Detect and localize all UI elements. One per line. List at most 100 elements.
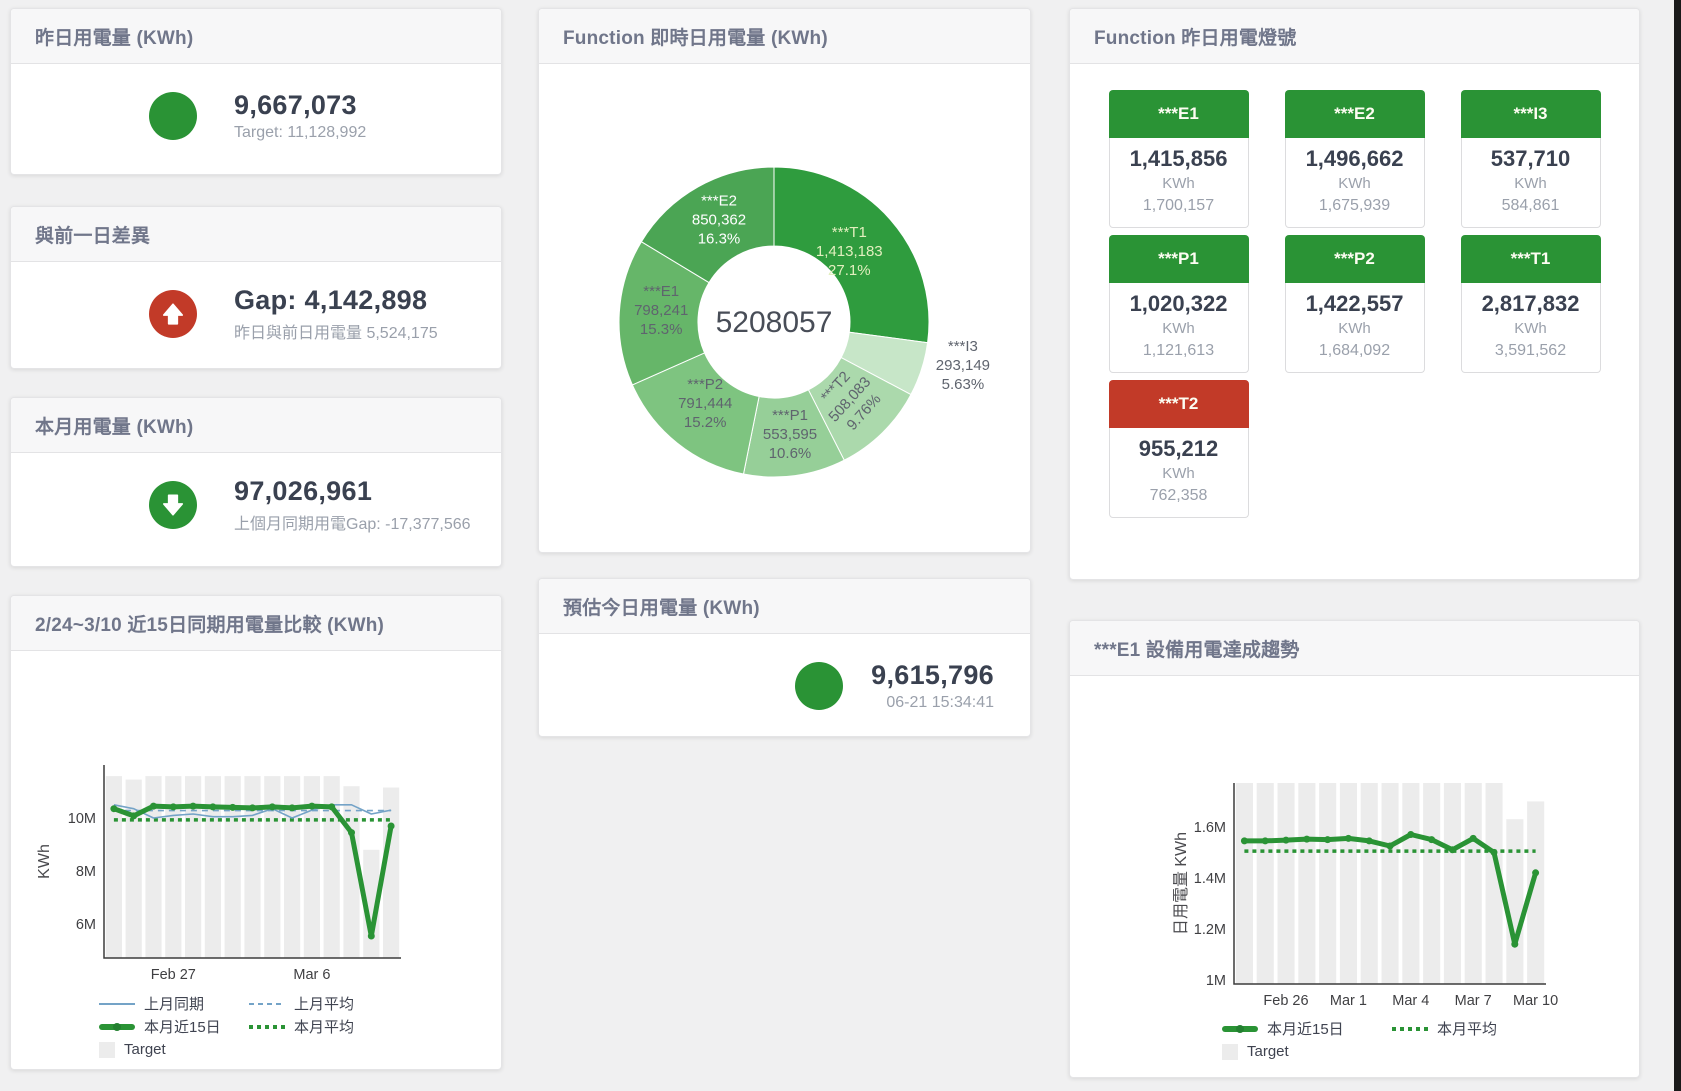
light-tile-1: ***E1 1,415,856 KWh 1,700,157 (1108, 90, 1249, 228)
panel-header: 預估今日用電量 (KWh) (539, 579, 1030, 634)
legend-label: 本月平均 (294, 1019, 355, 1036)
svg-text:6M: 6M (76, 917, 96, 933)
tile-status-header: ***E1 (1108, 90, 1249, 138)
svg-text:KWh: KWh (36, 844, 53, 879)
panel-title[interactable]: 本月用電量 (KWh) (35, 416, 194, 438)
tile-unit: KWh (1514, 320, 1547, 337)
realtime-usage-donut-chart[interactable]: ***T1 1,413,183 27.1%***I3 293,149 5.63%***T… (539, 64, 1032, 553)
panel-month-usage: 本月用電量 (KWh) 97,026,961 上個月同期用電Gap: -17,3… (10, 397, 502, 567)
box-gray-swatch-icon (1222, 1043, 1238, 1060)
legend-item[interactable]: Target (1222, 1043, 1392, 1060)
svg-text:1.4M: 1.4M (1194, 871, 1226, 887)
arrow-up-circle-icon (149, 290, 197, 338)
month-usage-value: 97,026,961 (234, 476, 373, 506)
svg-text:Mar 4: Mar 4 (1392, 993, 1429, 1009)
panel-realtime-donut: Function 即時日用電量 (KWh) ***T1 1,413,183 27.1… (538, 8, 1031, 553)
panel-title[interactable]: 預估今日用電量 (KWh) (563, 597, 760, 619)
day-gap-value: Gap: 4,142,898 (234, 285, 428, 315)
panel-title[interactable]: Function 昨日用電燈號 (1094, 27, 1297, 49)
line-blue-swatch-icon (99, 1002, 135, 1005)
month-usage-gap: 上個月同期用電Gap: -17,377,566 (234, 516, 471, 533)
tile-status-header: ***T2 (1108, 380, 1249, 428)
tile-value: 1,496,662 (1305, 146, 1404, 171)
tile-target-value: 1,684,092 (1318, 342, 1391, 359)
compare-chart-legend: 上月同期 上月平均本月近15日 本月平均 Target (99, 992, 419, 1061)
legend-item[interactable]: 本月平均 (1392, 1018, 1562, 1039)
trend-chart-legend: 本月近15日 本月平均 Target (1222, 1017, 1562, 1063)
tile-body: 2,817,832 KWh 3,591,562 (1460, 283, 1601, 373)
legend-item[interactable]: 上月平均 (249, 993, 419, 1014)
tile-target-value: 762,358 (1149, 487, 1208, 504)
status-circle-icon (795, 662, 844, 710)
svg-text:Mar 1: Mar 1 (1330, 993, 1367, 1009)
estimate-timestamp: 06-21 15:34:41 (886, 694, 994, 711)
legend-item[interactable]: 本月近15日 (99, 1016, 249, 1037)
tile-status-header: ***E2 (1284, 90, 1425, 138)
panel-title[interactable]: ***E1 設備用電達成趨勢 (1094, 639, 1300, 661)
legend-label: 上月同期 (144, 996, 205, 1013)
legend-label: 本月近15日 (1267, 1021, 1344, 1038)
tile-body: 1,020,322 KWh 1,121,613 (1108, 283, 1249, 373)
lights-tile-grid: ***E1 1,415,856 KWh 1,700,157 ***E2 1,496,662… (1070, 64, 1639, 518)
arrow-down-icon (162, 494, 184, 516)
box-gray-swatch-icon (99, 1041, 115, 1058)
panel-estimate-today: 預估今日用電量 (KWh) 9,615,796 06-21 15:34:41 (538, 578, 1031, 737)
svg-text:Feb 26: Feb 26 (1263, 993, 1308, 1009)
light-tile-6: ***T1 2,817,832 KWh 3,591,562 (1460, 235, 1601, 373)
tile-status-header: ***T1 (1460, 235, 1601, 283)
panel-header: Function 昨日用電燈號 (1070, 9, 1639, 64)
e1-trend-line-bar-chart[interactable]: 1M 1.2M 1.4M 1.6M Feb 26 Mar 1 Mar 4 Mar 7 Mar 1… (1070, 676, 1641, 1011)
tile-body: 955,212 KWh 762,358 (1108, 428, 1249, 518)
dot-green-swatch-icon (249, 1024, 285, 1029)
svg-text:5208057: 5208057 (716, 306, 833, 339)
compare-line-bar-chart[interactable]: 6M 8M 10M Feb 27 Mar 6 KWh (11, 651, 503, 986)
legend-item[interactable]: Target (99, 1041, 249, 1058)
tile-status-header: ***I3 (1460, 90, 1601, 138)
legend-item[interactable]: 上月同期 (99, 993, 249, 1014)
light-tile-5: ***P2 1,422,557 KWh 1,684,092 (1284, 235, 1425, 373)
panel-day-gap: 與前一日差異 Gap: 4,142,898 昨日與前日用電量 5,524,175 (10, 206, 502, 369)
legend-label: Target (1247, 1043, 1289, 1060)
light-tile-2: ***E2 1,496,662 KWh 1,675,939 (1284, 90, 1425, 228)
tile-value: 955,212 (1138, 436, 1219, 461)
panel-header: Function 即時日用電量 (KWh) (539, 9, 1030, 64)
estimate-value: 9,615,796 (871, 660, 994, 690)
thick-green-swatch-icon (99, 1022, 135, 1031)
svg-text:1M: 1M (1206, 973, 1226, 989)
day-gap-subtitle: 昨日與前日用電量 5,524,175 (234, 325, 438, 342)
svg-text:1.6M: 1.6M (1194, 820, 1226, 836)
panel-header: 昨日用電量 (KWh) (11, 9, 501, 64)
panel-title[interactable]: 昨日用電量 (KWh) (35, 27, 194, 49)
dash-blue-swatch-icon (249, 1002, 285, 1005)
tile-target-value: 1,121,613 (1142, 342, 1215, 359)
panel-header: ***E1 設備用電達成趨勢 (1070, 621, 1639, 676)
panel-yesterday-lights: Function 昨日用電燈號 ***E1 1,415,856 KWh 1,700,1… (1069, 8, 1640, 580)
tile-target-value: 1,700,157 (1142, 197, 1215, 214)
scrollbar-track[interactable] (1674, 0, 1681, 1091)
tile-value: 1,415,856 (1129, 146, 1228, 171)
tile-value: 2,817,832 (1481, 291, 1580, 316)
svg-text:Mar 6: Mar 6 (293, 967, 330, 983)
tile-status-header: ***P1 (1108, 235, 1249, 283)
panel-title[interactable]: 與前一日差異 (35, 225, 151, 247)
tile-unit: KWh (1338, 320, 1371, 337)
legend-item[interactable]: 本月平均 (249, 1016, 419, 1037)
legend-item[interactable]: 本月近15日 (1222, 1018, 1392, 1039)
panel-header: 2/24~3/10 近15日同期用電量比較 (KWh) (11, 596, 501, 651)
tile-value: 1,422,557 (1305, 291, 1404, 316)
light-tile-4: ***P1 1,020,322 KWh 1,121,613 (1108, 235, 1249, 373)
panel-title[interactable]: 2/24~3/10 近15日同期用電量比較 (KWh) (35, 614, 385, 636)
svg-text:Feb 27: Feb 27 (151, 967, 196, 983)
tile-body: 1,422,557 KWh 1,684,092 (1284, 283, 1425, 373)
svg-text:Mar 7: Mar 7 (1455, 993, 1492, 1009)
legend-label: 本月近15日 (144, 1019, 221, 1036)
panel-title[interactable]: Function 即時日用電量 (KWh) (563, 27, 828, 49)
panel-e1-trend-chart: ***E1 設備用電達成趨勢 1M 1.2M 1.4M 1.6M Feb 26 Mar 1… (1069, 620, 1640, 1078)
svg-text:10M: 10M (68, 811, 96, 827)
tile-unit: KWh (1338, 175, 1371, 192)
